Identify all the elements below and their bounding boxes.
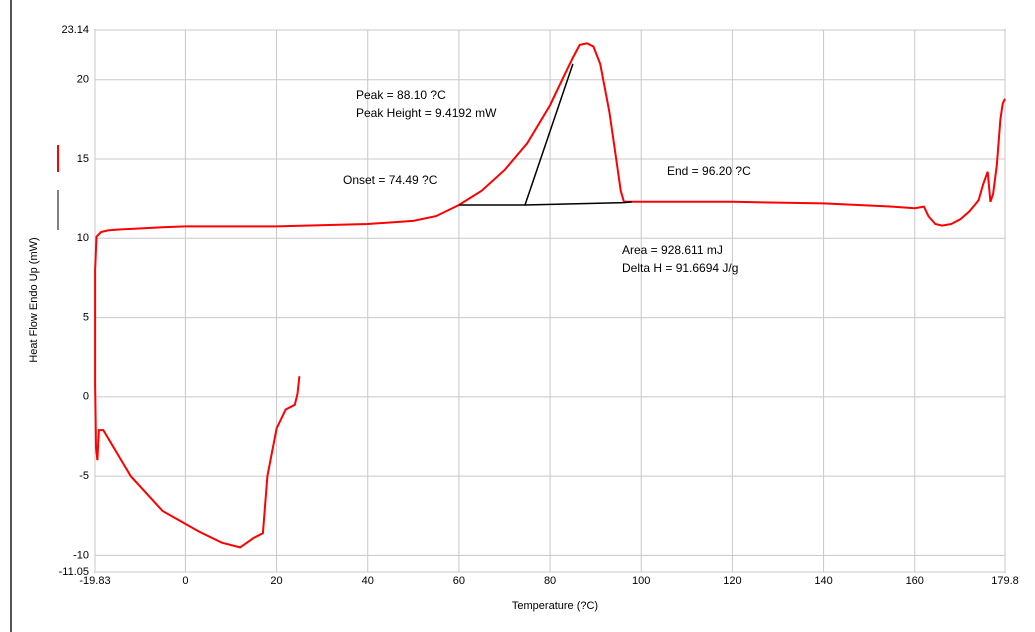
x-tick-label: 179.8	[991, 575, 1019, 587]
y-tick-label: -10	[73, 549, 89, 561]
y-tick-label: 15	[77, 153, 89, 165]
y-tick-label: -5	[79, 470, 89, 482]
y-axis-title: Heat Flow Endo Up (mW)	[28, 237, 40, 362]
annotation: Peak = 88.10 ?C	[356, 88, 446, 102]
chart: Temperature (?C) Heat Flow Endo Up (mW) …	[0, 0, 1035, 632]
x-tick-label: 40	[362, 575, 374, 587]
annotation: Area = 928.611 mJ	[622, 243, 723, 257]
x-tick-label: 60	[453, 575, 465, 587]
annotation: Onset = 74.49 ?C	[343, 173, 438, 187]
y-tick-label: 20	[77, 74, 89, 86]
x-tick-label: 80	[544, 575, 556, 587]
y-tick-label: -11.05	[59, 566, 89, 578]
x-tick-label: 140	[814, 575, 832, 587]
y-tick-label: 10	[77, 232, 89, 244]
x-tick-label: 120	[723, 575, 741, 587]
page: {"chart_data": {"type": "line", "x_label…	[0, 0, 1035, 632]
x-tick-label: 100	[632, 575, 650, 587]
series-line	[459, 202, 632, 205]
x-tick-label: 20	[270, 575, 282, 587]
y-tick-label: 5	[83, 311, 89, 323]
y-tick-label: 0	[83, 391, 89, 403]
x-tick-label: 160	[906, 575, 924, 587]
annotation: Delta H = 91.6694 J/g	[622, 261, 738, 275]
x-axis-title: Temperature (?C)	[512, 600, 598, 612]
y-tick-label: 23.14	[61, 24, 89, 36]
annotation: Peak Height = 9.4192 mW	[356, 106, 497, 120]
x-tick-label: 0	[182, 575, 188, 587]
annotation: End = 96.20 ?C	[667, 164, 751, 178]
